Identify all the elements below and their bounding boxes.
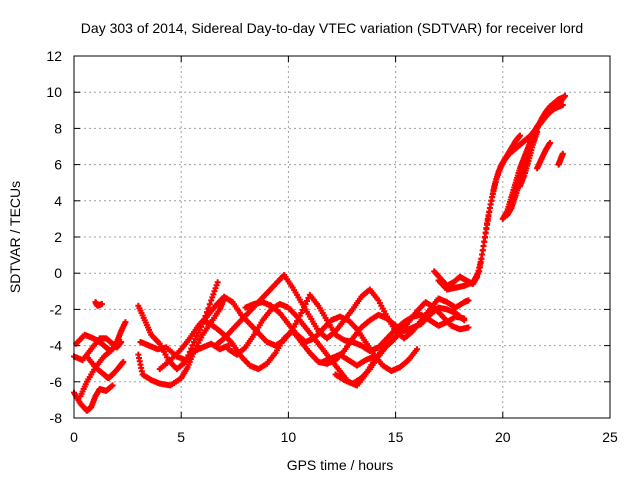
y-tick-label: 8 [54, 120, 62, 136]
data-point [109, 382, 116, 389]
data-point [120, 358, 127, 365]
data-point [214, 279, 221, 286]
series-track-6 [92, 299, 105, 309]
series-track-23 [516, 129, 541, 190]
series-track-4 [73, 331, 114, 355]
x-tick-label: 25 [602, 429, 618, 445]
data-point [303, 297, 310, 304]
data-point [414, 346, 421, 353]
data-point [210, 291, 217, 298]
data-point [465, 297, 472, 304]
series-track-14 [242, 299, 421, 374]
data-points [71, 92, 568, 414]
series-track-22 [555, 150, 566, 168]
series-track-7 [135, 295, 228, 389]
y-tick-label: 10 [46, 84, 62, 100]
data-point [107, 348, 114, 355]
y-tick-label: 2 [54, 229, 62, 245]
series-track-15 [319, 351, 378, 369]
y-tick-label: 6 [54, 157, 62, 173]
series-track-5 [83, 353, 127, 382]
series-track-17 [435, 92, 568, 293]
y-tick-label: -6 [50, 374, 63, 390]
data-point [212, 285, 219, 292]
series-track-13 [225, 299, 472, 389]
data-point [559, 94, 566, 101]
x-tick-label: 5 [177, 429, 185, 445]
series-track-9 [137, 338, 232, 364]
data-point [193, 332, 200, 339]
data-point [465, 324, 472, 331]
y-axis-label: SDTVAR / TECUs [7, 181, 23, 293]
y-tick-label: -4 [50, 338, 63, 354]
data-point [516, 132, 523, 139]
series-track-18 [431, 132, 523, 289]
y-tick-label: 4 [54, 193, 62, 209]
data-point [546, 139, 553, 146]
series-track-21 [534, 139, 553, 172]
y-tick-label: -8 [50, 410, 63, 426]
data-point [213, 282, 220, 289]
series-track-11 [212, 272, 472, 349]
data-point [189, 342, 196, 349]
data-point [122, 319, 129, 326]
x-tick-label: 10 [281, 429, 297, 445]
grid [74, 56, 610, 418]
data-point [534, 129, 541, 136]
axis-ticks: 0 5 10 15 20 25 -8 -6 -4 -2 0 2 4 6 8 10 12 [46, 48, 618, 445]
y-tick-label: -2 [50, 301, 63, 317]
series-track-20 [504, 94, 566, 219]
series-track-19 [499, 101, 566, 222]
data-point [209, 294, 216, 301]
data-point [191, 338, 198, 345]
data-point [205, 305, 212, 312]
x-axis-label: GPS time / hours [287, 457, 394, 473]
data-point [206, 301, 213, 308]
x-tick-label: 15 [388, 429, 404, 445]
data-point [118, 338, 125, 345]
data-point [98, 300, 105, 307]
data-point [192, 335, 199, 342]
series-track-16 [332, 333, 399, 387]
data-point [208, 297, 215, 304]
series-track-1 [71, 382, 116, 414]
chart-title: Day 303 of 2014, Sidereal Day-to-day VTE… [81, 20, 583, 36]
data-point [211, 288, 218, 295]
data-point [461, 317, 468, 324]
data-point [559, 101, 566, 108]
data-point [298, 310, 305, 317]
y-tick-label: 12 [46, 48, 62, 64]
y-tick-label: 0 [54, 265, 62, 281]
data-point [559, 150, 566, 157]
x-tick-label: 20 [495, 429, 511, 445]
data-point [392, 333, 399, 340]
x-tick-label: 0 [70, 429, 78, 445]
